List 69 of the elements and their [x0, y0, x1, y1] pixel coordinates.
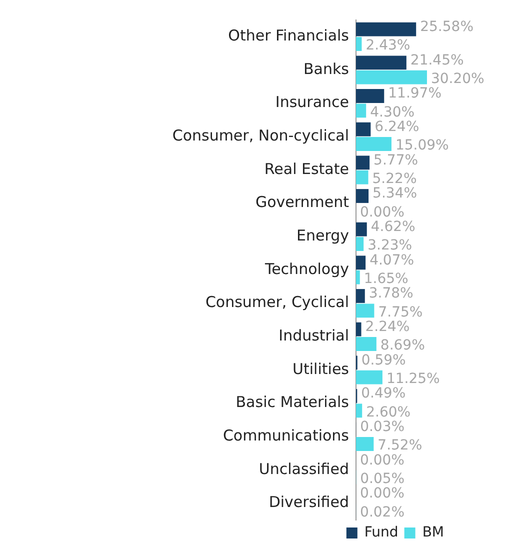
bar [356, 270, 360, 284]
bar [356, 156, 370, 170]
bar [356, 122, 371, 136]
legend-label: Fund [364, 524, 398, 541]
data-label: 0.02% [360, 504, 405, 520]
data-label: 30.20% [430, 70, 484, 87]
data-label: 0.00% [360, 452, 404, 468]
bar [356, 337, 376, 351]
data-label: 7.75% [378, 304, 423, 320]
data-label: 11.97% [388, 86, 442, 102]
data-label: 0.03% [360, 418, 405, 435]
bar [356, 256, 366, 270]
data-label: 5.22% [372, 170, 417, 187]
data-label: 7.52% [378, 438, 422, 454]
bar [356, 56, 406, 70]
bar [356, 104, 366, 118]
data-label: 3.78% [368, 286, 414, 302]
bar [356, 237, 364, 251]
bar [356, 437, 374, 451]
data-label: 4.62% [370, 218, 416, 235]
y-tick-label: Unclassified [258, 460, 349, 478]
bar [356, 289, 365, 303]
y-tick-label: Consumer, Non-cyclical [172, 126, 349, 145]
data-label: 25.58% [420, 18, 474, 35]
y-tick-label: Technology [264, 260, 350, 278]
data-label: 0.00% [360, 204, 404, 220]
y-tick-label: Basic Materials [236, 393, 350, 412]
y-tick-label: Banks [304, 60, 350, 78]
y-tick-label: Diversified [268, 493, 349, 512]
y-tick-label: Consumer, Cyclical [205, 293, 349, 312]
bar [356, 370, 382, 384]
bar [356, 322, 362, 336]
data-label: 0.49% [361, 386, 406, 402]
data-label: 4.07% [370, 252, 414, 268]
data-label: 11.25% [386, 370, 440, 387]
data-label: 1.65% [364, 270, 408, 287]
data-label: 8.69% [380, 338, 425, 354]
bar [356, 170, 368, 184]
data-label: 15.09% [395, 138, 449, 154]
bar [356, 304, 374, 318]
data-label: 4.30% [370, 104, 415, 120]
bar [356, 222, 367, 236]
y-tick-label: Communications [222, 426, 350, 445]
data-label: 5.77% [374, 152, 418, 168]
bar [356, 70, 427, 84]
y-tick-label: Industrial [278, 326, 349, 345]
data-label: 0.05% [360, 470, 405, 487]
data-label: 0.59% [361, 352, 406, 368]
y-tick-label: Energy [296, 226, 350, 245]
bar [356, 137, 392, 151]
y-tick-label: Insurance [275, 93, 349, 112]
data-label: 0.00% [360, 486, 404, 502]
data-label: 2.24% [365, 318, 410, 335]
bar [356, 89, 384, 103]
y-tick-label: Other Financials [228, 26, 350, 45]
bar [356, 37, 362, 51]
y-tick-label: Real Estate [264, 160, 349, 178]
y-tick-label: Government [255, 193, 350, 212]
bar [356, 22, 416, 36]
data-label: 5.34% [372, 186, 418, 202]
data-label: 2.43% [366, 38, 410, 54]
legend-label: BM [422, 524, 444, 541]
bar [356, 404, 362, 418]
data-label: 21.45% [410, 52, 464, 68]
data-label: 3.23% [368, 238, 412, 254]
data-label: 2.60% [366, 404, 411, 420]
bar [356, 189, 369, 203]
data-label: 6.24% [374, 118, 420, 135]
y-tick-label: Utilities [292, 360, 350, 378]
